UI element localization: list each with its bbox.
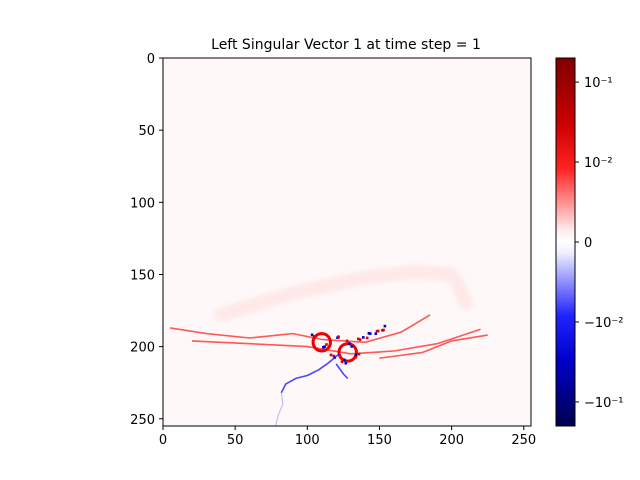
heatmap-feature-3 [191,328,481,355]
plot-frame [162,57,532,427]
heatmap-feature-4 [379,334,488,359]
y-tick-label: 150 [130,268,155,283]
heatmap-feature-6 [337,342,358,363]
colorbar-tick-label: −10⁻² [584,316,624,331]
colorbar-gradient [555,57,576,427]
y-tick-label: 250 [130,413,155,428]
heatmap-feature-7-cell [382,328,385,332]
heatmap-feature-7-cell [375,329,379,333]
heatmap-feature-7-cell [348,342,351,345]
heatmap-feature-7-cell [312,335,316,338]
heatmap-feature-7-cell [367,332,371,335]
heatmap-feature-7-cell [357,337,360,341]
heatmap-feature-7-cell [323,345,326,348]
heatmap-feature-7-cell [345,339,349,343]
heatmap-feature-7-cell [383,324,387,328]
heatmap-feature-9 [335,363,349,379]
colorbar-tick-label: −10⁻¹ [584,396,624,411]
heatmap-background [163,58,531,426]
heatmap-feature-8 [280,353,340,394]
heatmap-feature-7-cell [337,335,340,339]
heatmap-feature-10 [275,392,284,426]
heatmap-feature-7-cell [354,353,358,357]
colorbar-tick-label: 10⁻¹ [584,76,613,91]
heatmap-feature-7-cell [325,343,328,346]
y-tick-label: 0 [147,52,155,67]
heatmap-feature-7-cell [357,352,361,356]
heatmap-feature-7-cell [358,338,362,341]
heatmap-feature-7-cell [329,353,333,357]
plot-area [162,57,532,427]
heatmap-feature-7-cell [350,345,353,348]
heatmap-feature-7-cell [340,360,344,364]
heatmap-feature-7-cell [354,355,358,359]
x-tick-label: 250 [511,433,536,448]
heatmap-feature-7-cell [362,336,365,339]
y-tick-label: 100 [130,196,155,211]
heatmap-feature-2 [170,314,431,344]
y-tick-label: 200 [130,341,155,356]
x-tick-label: 100 [295,433,320,448]
colorbar-tick-label: 10⁻² [584,156,613,171]
heatmap-feature-5 [311,332,332,353]
x-tick-label: 200 [439,433,464,448]
heatmap-feature-7-cell [365,336,369,340]
colorbar-tick-label: 0 [584,236,592,251]
heatmap-feature-7 [310,324,387,365]
x-tick-label: 150 [367,433,392,448]
heatmap-feature-7-cell [343,358,346,362]
x-tick-label: 50 [227,433,244,448]
heatmap-feature-1 [213,264,474,322]
colorbar: 10⁻¹ 10⁻² 0 −10⁻² −10⁻¹ [555,57,624,427]
heatmap-feature-7-cell [374,332,378,335]
axes: 0 50 100 150 200 250 0 50 100 150 200 250 [130,52,536,448]
chart-title: Left Singular Vector 1 at time step = 1 [211,37,481,53]
x-tick-label: 0 [159,433,167,448]
heatmap-feature-7-cell [310,333,314,337]
heatmap-feature-7-cell [369,332,372,335]
heatmap-feature-7-cell [344,361,348,365]
y-tick-label: 50 [138,124,155,139]
heatmap-feature-7-cell [332,354,336,358]
